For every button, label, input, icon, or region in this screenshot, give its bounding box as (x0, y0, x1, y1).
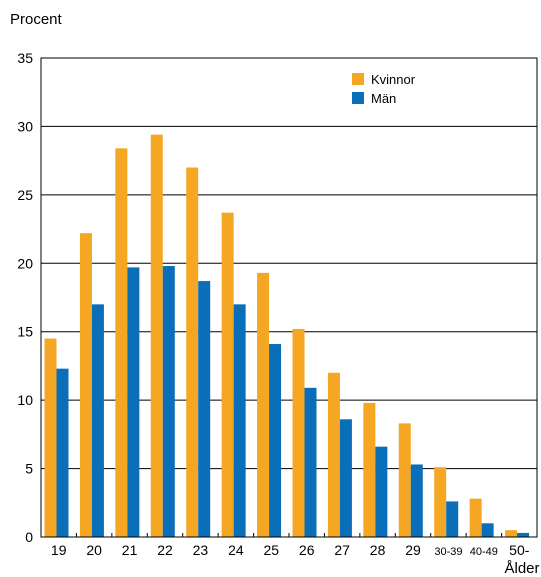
bar-kvinnor-25 (257, 272, 270, 537)
bar-kvinnor-20 (79, 233, 92, 538)
x-tick-label: 27 (334, 542, 350, 558)
bar-man-24 (233, 304, 246, 537)
bar-man-40-49 (481, 523, 494, 537)
y-tick-label: 0 (25, 529, 33, 545)
legend-swatch (352, 73, 364, 85)
bar-man-25 (269, 344, 282, 537)
x-tick-label: 30-39 (434, 546, 462, 558)
bar-kvinnor-19 (44, 338, 57, 537)
x-tick-label: 19 (51, 542, 67, 558)
y-tick-label: 20 (17, 255, 33, 271)
y-tick-label: 35 (17, 50, 33, 66)
x-tick-label: 20 (86, 542, 102, 558)
bar-man-50- (517, 532, 530, 537)
x-tick-label: 29 (405, 542, 421, 558)
bar-man-29 (410, 464, 423, 537)
legend-label: Män (371, 91, 396, 106)
y-tick-labels: 0 5 10 15 20 25 30 35 (17, 50, 33, 545)
bar-man-21 (127, 267, 140, 537)
y-axis-label: Procent (10, 11, 63, 28)
bar-kvinnor-26 (292, 328, 305, 537)
bar-kvinnor-28 (363, 402, 376, 537)
bar-man-27 (339, 419, 352, 537)
bar-kvinnor-27 (327, 372, 340, 537)
legend-swatch (352, 92, 364, 104)
bar-kvinnor-40-49 (469, 498, 482, 537)
bar-kvinnor-22 (150, 134, 163, 537)
bar-man-20 (91, 304, 104, 537)
bars (44, 134, 530, 538)
y-tick-label: 10 (17, 392, 33, 408)
bar-kvinnor-50- (505, 530, 518, 537)
bar-kvinnor-29 (398, 423, 411, 537)
bar-man-26 (304, 387, 317, 537)
bar-man-23 (198, 281, 211, 537)
y-tick-label: 25 (17, 187, 33, 203)
x-tick-label: 23 (193, 542, 209, 558)
legend-label: Kvinnor (371, 72, 416, 87)
y-tick-label: 30 (17, 118, 33, 134)
x-tick-label: 50- (509, 542, 530, 558)
bar-kvinnor-21 (115, 148, 128, 537)
x-tick-label: 25 (263, 542, 279, 558)
x-tick-label: 21 (122, 542, 138, 558)
bar-kvinnor-30-39 (434, 467, 447, 537)
x-tick-label: 40-49 (470, 546, 498, 558)
bar-kvinnor-24 (221, 212, 234, 538)
x-tick-label: 24 (228, 542, 244, 558)
legend: Kvinnor Män (352, 72, 416, 106)
y-tick-label: 15 (17, 324, 33, 340)
bar-man-22 (162, 266, 175, 537)
x-tick-label: 26 (299, 542, 315, 558)
bar-man-28 (375, 446, 388, 537)
x-axis-label: Ålder (504, 560, 539, 577)
x-tick-label: 28 (370, 542, 386, 558)
y-tick-label: 5 (25, 461, 33, 477)
x-tick-label: 22 (157, 542, 173, 558)
bar-man-19 (56, 368, 69, 537)
x-tick-labels: 19 20 21 22 23 24 25 26 27 28 29 30-39 40-49 50- (51, 533, 530, 558)
bar-man-30-39 (446, 501, 459, 537)
bar-kvinnor-23 (186, 167, 199, 537)
